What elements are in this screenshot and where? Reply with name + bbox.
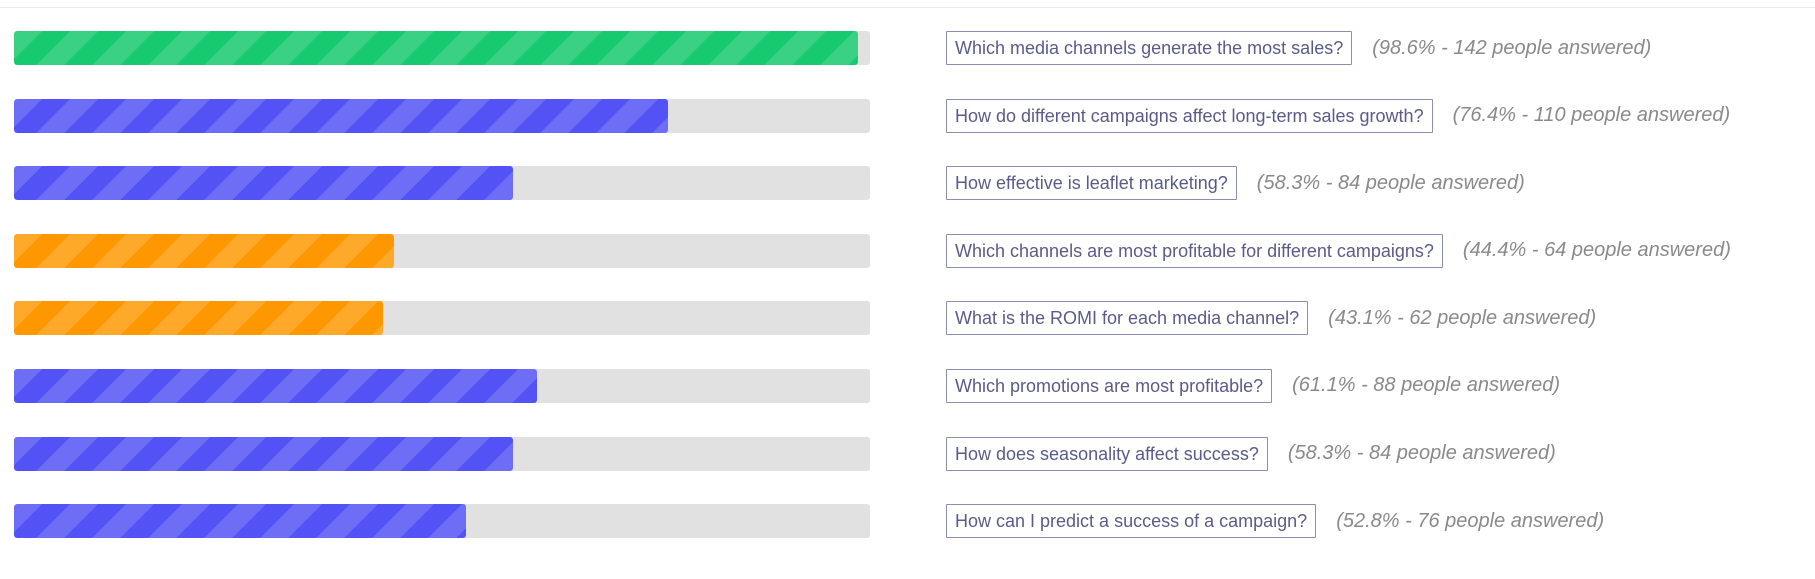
answer-stat: (98.6% - 142 people answered) [1372, 36, 1652, 59]
progress-track [14, 166, 870, 201]
answer-stat: (43.1% - 62 people answered) [1328, 306, 1597, 329]
progress-track [14, 436, 870, 471]
answer-stat: (61.1% - 88 people answered) [1292, 374, 1561, 397]
progress-fill [14, 301, 383, 336]
survey-results: Which media channels generate the most s… [14, 31, 1804, 572]
question-button[interactable]: How effective is leaflet marketing? [946, 166, 1237, 201]
progress-track [14, 31, 870, 65]
answer-stat: (52.8% - 76 people answered) [1336, 509, 1605, 532]
result-row: How effective is leaflet marketing? (58.… [14, 166, 1804, 201]
question-button[interactable]: Which channels are most profitable for d… [946, 233, 1443, 268]
answer-stat: (44.4% - 64 people answered) [1462, 239, 1731, 262]
progress-track [14, 98, 870, 133]
progress-track [14, 233, 870, 268]
top-divider [0, 7, 1815, 8]
progress-fill [14, 166, 514, 201]
result-row: Which promotions are most profitable? (6… [14, 368, 1804, 403]
result-row: Which channels are most profitable for d… [14, 233, 1804, 268]
result-row: How can I predict a success of a campaig… [14, 504, 1804, 539]
result-row: How does seasonality affect success? (58… [14, 436, 1804, 471]
question-button[interactable]: How can I predict a success of a campaig… [946, 504, 1317, 539]
progress-fill [14, 436, 514, 471]
question-button[interactable]: How do different campaigns affect long-t… [946, 98, 1433, 133]
progress-track [14, 368, 870, 403]
question-button[interactable]: What is the ROMI for each media channel? [946, 301, 1309, 336]
answer-stat: (58.3% - 84 people answered) [1256, 171, 1525, 194]
question-button[interactable]: Which promotions are most profitable? [946, 368, 1273, 403]
answer-stat: (76.4% - 110 people answered) [1452, 104, 1731, 127]
result-row: How do different campaigns affect long-t… [14, 98, 1804, 133]
progress-track [14, 301, 870, 336]
question-button[interactable]: Which media channels generate the most s… [946, 31, 1353, 65]
progress-fill [14, 504, 466, 539]
result-row: What is the ROMI for each media channel?… [14, 301, 1804, 336]
answer-stat: (58.3% - 84 people answered) [1287, 442, 1556, 465]
progress-fill [14, 368, 538, 403]
progress-fill [14, 31, 859, 65]
result-row: Which media channels generate the most s… [14, 31, 1804, 65]
question-button[interactable]: How does seasonality affect success? [946, 436, 1268, 471]
progress-fill [14, 233, 395, 268]
progress-fill [14, 98, 668, 133]
progress-track [14, 504, 870, 539]
